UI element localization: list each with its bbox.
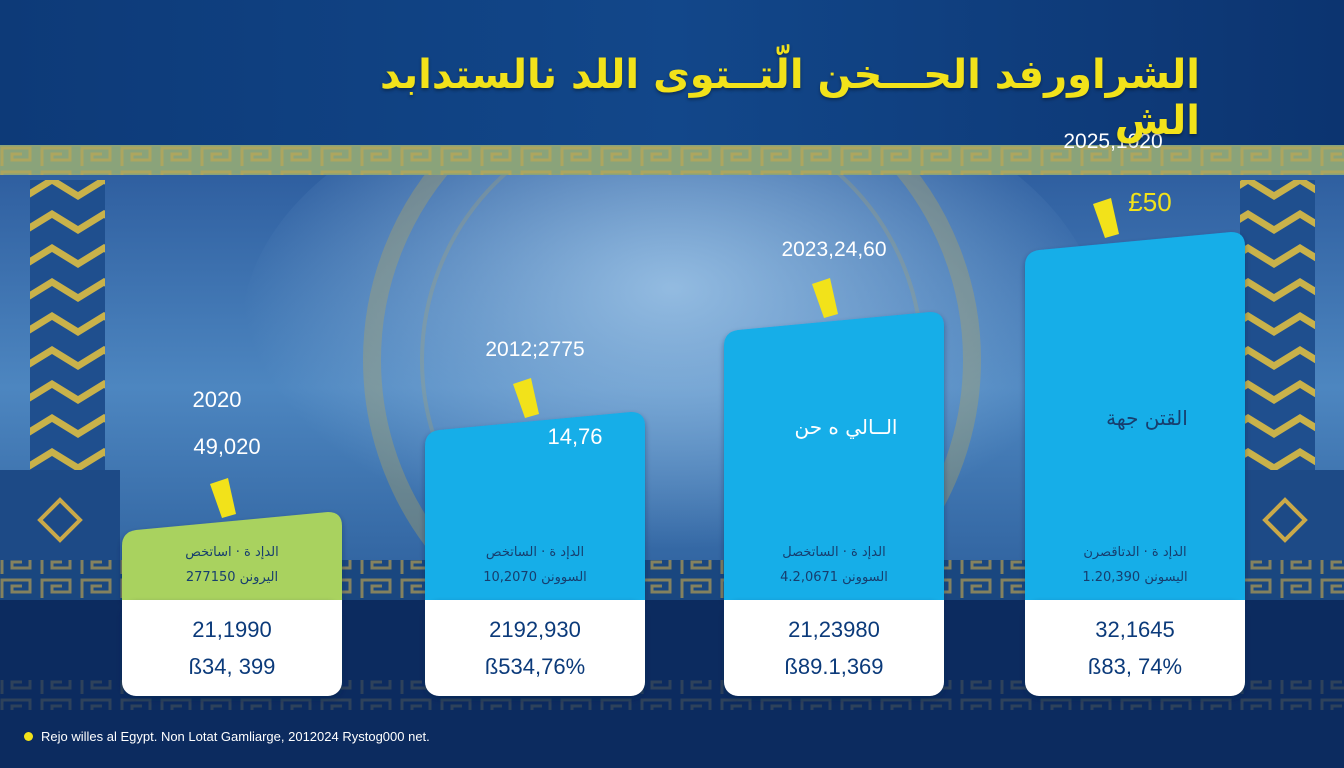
bar-group: 2023,24,60 الــالي ه حن الدإد ة · الساتخصل… — [724, 238, 944, 696]
bar-caption-line1: الدإد ة · الساتخص — [486, 545, 584, 560]
bar-pointer-icon — [210, 478, 236, 518]
bar-top-label: 2012;2775 — [485, 338, 584, 361]
bar-caption-line2: السوونن 4.2,0671 — [780, 570, 888, 585]
header-frieze-pattern — [0, 145, 1344, 175]
bar-pointer-icon — [513, 378, 539, 418]
value-card-line2: ß34, 399 — [189, 654, 276, 679]
bar-caption-line1: الدإد ة · الدتاقصرن — [1083, 545, 1186, 560]
value-card — [724, 600, 944, 696]
bar-caption-line1: الدإد ة · الساتخصل — [782, 545, 885, 560]
bar-top-label: 2023,24,60 — [781, 238, 886, 261]
bar-inner-heading: القتن جهة — [1106, 406, 1188, 430]
source-text: Rejo willes al Egypt. Non Lotat Gamliarg… — [41, 729, 430, 744]
value-card-top-edge — [724, 600, 944, 616]
right-plinth — [1230, 470, 1344, 570]
bar-pointer-icon — [1093, 198, 1119, 238]
page-title: الشراورفد الحـــخن الّتــتوى اللد نالستد… — [380, 52, 1200, 144]
bar-group: 2012;2775 14,76 الدإد ة · الساتخص السوونن 1… — [425, 338, 645, 696]
bar-caption-line1: الدإد ة · اساتخص — [185, 545, 279, 560]
right-pillar — [1240, 180, 1315, 470]
value-card-line1: 2192,930 — [489, 617, 581, 642]
bar — [122, 512, 342, 600]
bar-caption-line2: اليسونن 1.20,390 — [1082, 570, 1187, 585]
bar — [1025, 232, 1245, 600]
bar-top-label: 2020 — [193, 387, 242, 412]
header-band — [0, 0, 1344, 145]
value-card-line2: ß534,76% — [485, 654, 585, 679]
bar-group: 2020 49,020 الدإد ة · اساتخص اليرونن 277150… — [122, 387, 342, 696]
bar-top-value: £50 — [1128, 187, 1171, 217]
value-card-line1: 32,1645 — [1095, 617, 1175, 642]
left-plinth — [0, 470, 120, 570]
right-diamond-ornament — [1262, 497, 1308, 543]
bar — [724, 312, 944, 600]
bullet-dot-icon — [24, 732, 33, 741]
bar-inner-value: 14,76 — [547, 424, 602, 449]
value-card-line2: ß83, 74% — [1088, 654, 1182, 679]
value-card — [122, 600, 342, 696]
bar-inner-heading: الــالي ه حن — [794, 415, 897, 440]
bar-pointer-icon — [812, 278, 838, 318]
left-pillar — [30, 180, 105, 470]
bar-caption-line2: السوونن 10,2070 — [483, 570, 587, 585]
left-diamond-ornament — [37, 497, 83, 543]
bar-top-label: 2025,1020 — [1063, 130, 1162, 153]
value-card-line1: 21,1990 — [192, 617, 272, 642]
source-note: Rejo willes al Egypt. Non Lotat Gamliarg… — [24, 729, 430, 744]
bar-top-value: 49,020 — [193, 434, 260, 459]
value-card-top-edge — [122, 600, 342, 616]
value-card-line2: ß89.1,369 — [784, 654, 883, 679]
bar-group: 2025,1020 £50 القتن جهة الدإد ة · الدتاقصرن… — [1025, 130, 1245, 696]
bars-layer: 2020 49,020 الدإد ة · اساتخص اليرونن 277150… — [122, 130, 1245, 696]
value-card-line1: 21,23980 — [788, 617, 880, 642]
value-card-top-edge — [425, 600, 645, 616]
bar — [425, 412, 645, 600]
bar-caption-line2: اليرونن 277150 — [186, 570, 278, 585]
value-card — [425, 600, 645, 696]
value-card-top-edge — [1025, 600, 1245, 616]
value-card — [1025, 600, 1245, 696]
